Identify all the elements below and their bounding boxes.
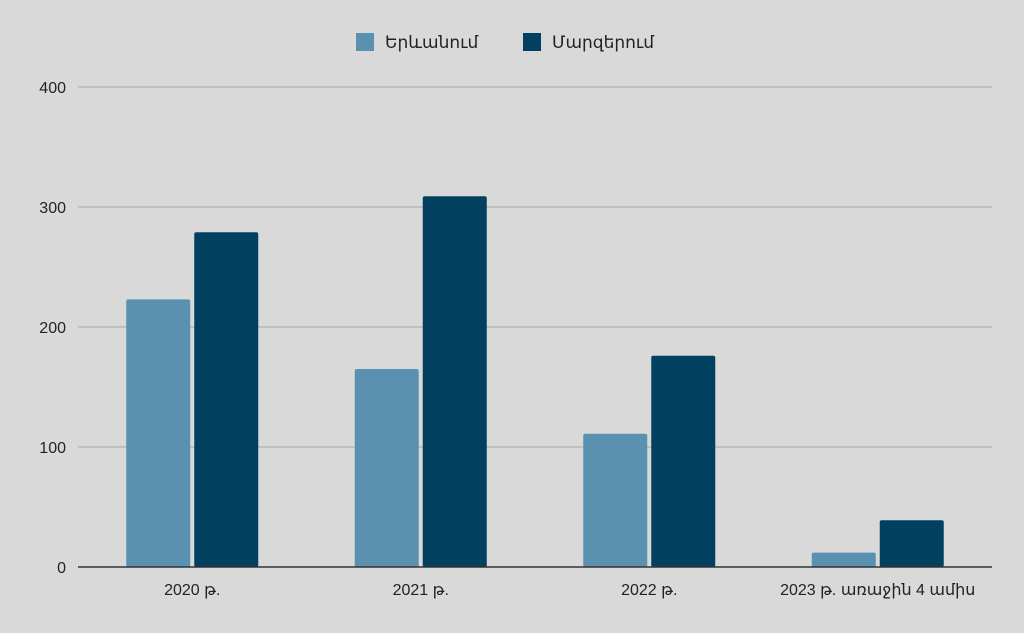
legend-label-regions: Մարզերում <box>552 33 654 52</box>
legend-swatch-yerevan <box>356 33 374 51</box>
y-axis: 0 100 200 300 400 <box>39 80 66 577</box>
x-tick-label: 2022 թ. <box>621 582 677 599</box>
bar <box>422 196 487 567</box>
legend-label-yerevan: Երևանում <box>385 33 479 52</box>
y-tick-label: 100 <box>39 440 66 457</box>
y-tick-label: 300 <box>39 200 66 217</box>
bars <box>126 196 944 567</box>
y-tick-label: 400 <box>39 80 66 97</box>
y-tick-label: 200 <box>39 320 66 337</box>
x-tick-label: 2023 թ. առաջին 4 ամիս <box>780 582 975 599</box>
bar <box>126 299 191 567</box>
bar <box>651 355 716 567</box>
bar <box>354 369 419 567</box>
bar <box>811 552 876 567</box>
x-axis: 2020 թ. 2021 թ. 2022 թ. 2023 թ. առաջին 4 ամ… <box>164 582 975 599</box>
legend: Երևանում Մարզերում <box>356 33 654 52</box>
bar <box>583 433 648 567</box>
bar <box>194 232 259 567</box>
y-tick-label: 0 <box>57 560 66 577</box>
bar <box>879 520 944 567</box>
legend-swatch-regions <box>523 33 541 51</box>
x-tick-label: 2021 թ. <box>393 582 449 599</box>
x-tick-label: 2020 թ. <box>164 582 220 599</box>
